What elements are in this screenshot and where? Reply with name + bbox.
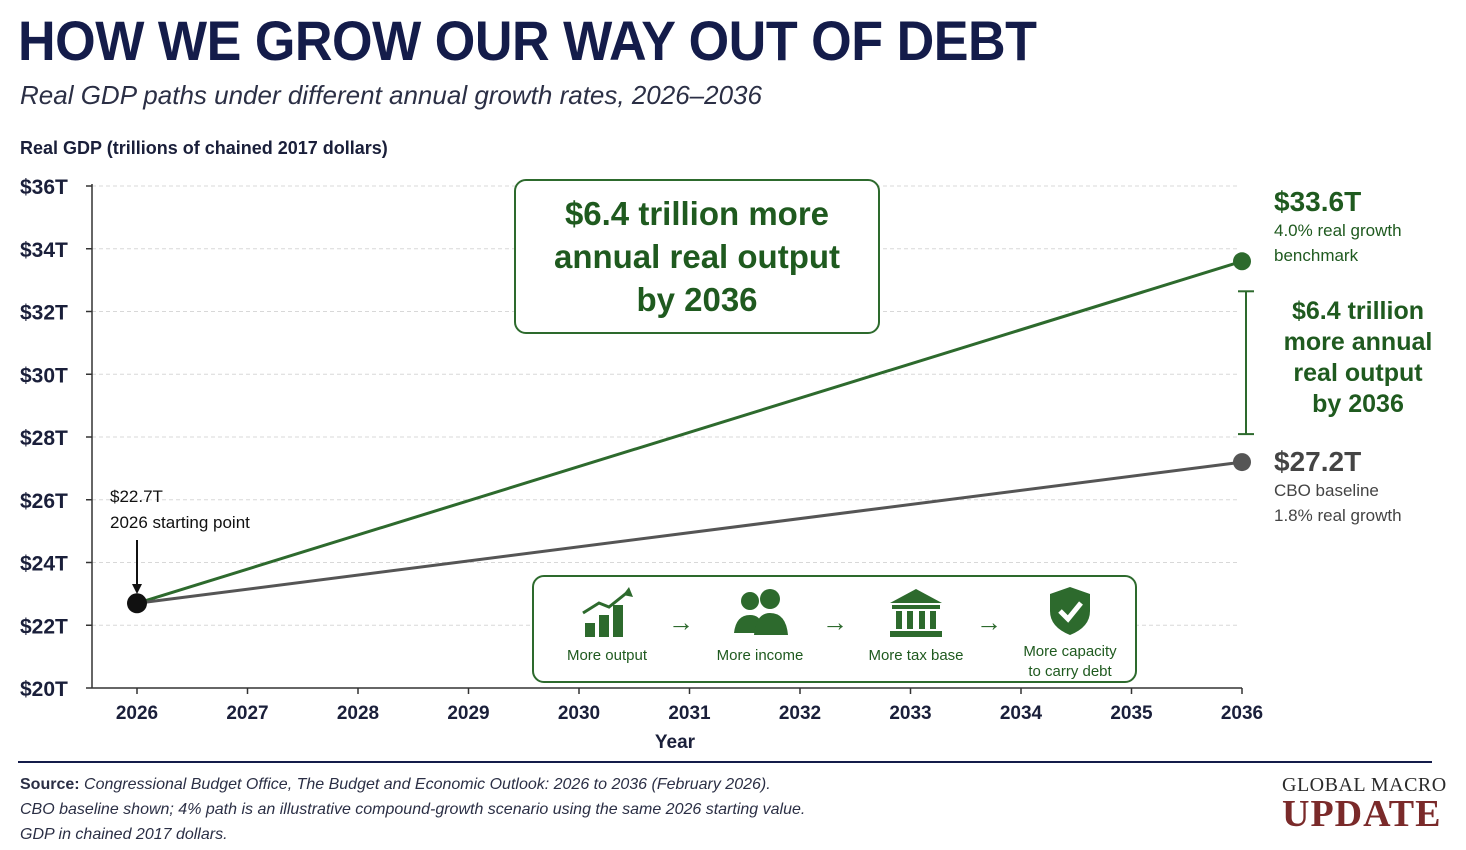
callout-box: $6.4 trillion more annual real output by… xyxy=(514,179,880,334)
flow-arrow-1: → xyxy=(668,607,694,637)
green-end-label: $33.6T 4.0% real growth benchmark xyxy=(1274,186,1402,268)
source-note: Source: Congressional Budget Office, The… xyxy=(20,772,805,847)
flow-step-tax: More tax base xyxy=(856,585,976,666)
flow-label-1: More output xyxy=(566,647,648,664)
y-tick-label: $28T xyxy=(20,427,68,450)
green-end-text-1: 4.0% real growth xyxy=(1274,221,1402,240)
callout-line-2: annual real output xyxy=(553,238,840,275)
end-point-baseline xyxy=(1233,453,1251,472)
brand-line-2: UPDATE xyxy=(1282,793,1442,835)
start-text: 2026 starting point xyxy=(110,513,250,532)
flow-step-output: More output xyxy=(547,585,667,666)
x-tick-label: 2032 xyxy=(779,703,821,724)
gray-end-value: $27.2T xyxy=(1274,446,1362,477)
start-point xyxy=(127,593,147,614)
gray-end-text-1: CBO baseline xyxy=(1274,481,1379,500)
flow-step-income: More income xyxy=(700,585,820,666)
shield-check-icon xyxy=(1050,587,1090,635)
line-chart: $20T $22T $24T $26T $28T $30T $32T $34T $36T 202… xyxy=(20,176,1263,753)
start-arrow-head xyxy=(132,584,142,594)
bar-chart-up-icon xyxy=(582,587,633,637)
flow-label-2: More income xyxy=(716,647,804,664)
x-tick-label: 2030 xyxy=(558,703,600,724)
x-tick-label: 2031 xyxy=(668,703,711,724)
x-axis-label: Year xyxy=(655,732,696,753)
flow-step-capacity: More capacity to carry debt xyxy=(1010,585,1130,682)
x-tick-label: 2036 xyxy=(1221,703,1263,724)
y-tick-label: $34T xyxy=(20,239,68,262)
x-tick-label: 2033 xyxy=(889,703,931,724)
gap-line-1: $6.4 trillion xyxy=(1292,297,1424,325)
source-label: Source: xyxy=(20,776,80,793)
source-note-2: GDP in chained 2017 dollars. xyxy=(20,826,228,843)
y-tick-label: $20T xyxy=(20,678,68,701)
y-tick-labels: $20T $22T $24T $26T $28T $30T $32T $34T $36T xyxy=(20,176,68,701)
y-tick-label: $26T xyxy=(20,490,68,513)
start-annotation: $22.7T 2026 starting point xyxy=(110,484,250,536)
y-tick-label: $36T xyxy=(20,176,68,199)
gap-line-2: more annual xyxy=(1283,328,1433,356)
source-note-1: CBO baseline shown; 4% path is an illust… xyxy=(20,801,806,818)
chart-subtitle: Real GDP paths under different annual gr… xyxy=(20,80,762,110)
source-text: Congressional Budget Office, The Budget … xyxy=(84,776,771,793)
x-tick-label: 2029 xyxy=(447,703,489,724)
green-end-text-2: benchmark xyxy=(1274,246,1359,265)
end-point-4pct xyxy=(1233,252,1251,271)
y-tick-label: $32T xyxy=(20,302,68,325)
bank-icon xyxy=(890,589,942,637)
series-line-baseline xyxy=(136,460,1243,605)
annotation-marks xyxy=(132,290,1254,594)
x-tick-label: 2027 xyxy=(226,703,268,724)
y-tick-label: $24T xyxy=(20,553,68,576)
green-end-value: $33.6T xyxy=(1274,186,1362,217)
gap-label: $6.4 trillion more annual real output by… xyxy=(1280,296,1436,420)
flow-label-4a: More capacity xyxy=(1023,643,1117,660)
series-markers xyxy=(127,252,1251,614)
flow-arrow-2: → xyxy=(822,607,848,637)
start-value: $22.7T xyxy=(110,487,163,506)
x-tick-label: 2028 xyxy=(337,703,379,724)
series-line-4pct xyxy=(136,259,1243,605)
people-icon xyxy=(734,589,788,635)
y-tick-label: $30T xyxy=(20,364,68,387)
axes xyxy=(86,184,1243,694)
gap-line-3: real output xyxy=(1293,359,1423,387)
brand-line-1: GLOBAL MACRO xyxy=(1282,774,1447,796)
chart-title: HOW WE GROW OUR WAY OUT OF DEBT xyxy=(18,9,1037,72)
footer-divider xyxy=(18,761,1432,763)
flow-arrow-3: → xyxy=(976,607,1002,637)
gap-line-4: by 2036 xyxy=(1312,390,1404,418)
callout-line-3: by 2036 xyxy=(636,281,758,318)
series-lines xyxy=(136,259,1243,605)
y-axis-label: Real GDP (trillions of chained 2017 doll… xyxy=(20,138,388,158)
x-tick-label: 2034 xyxy=(1000,703,1043,724)
gray-end-label: $27.2T CBO baseline 1.8% real growth xyxy=(1274,446,1402,528)
x-tick-label: 2026 xyxy=(116,703,158,724)
x-tick-label: 2035 xyxy=(1110,703,1153,724)
gray-end-text-2: 1.8% real growth xyxy=(1274,506,1402,525)
callout-line-1: $6.4 trillion more xyxy=(564,195,830,232)
flow-label-3: More tax base xyxy=(868,647,964,664)
x-tick-labels: 2026 2027 2028 2029 2030 2031 2032 2033 2034 2035… xyxy=(116,703,1263,724)
flow-box: More output → More income → More tax bas… xyxy=(532,575,1137,683)
y-tick-label: $22T xyxy=(20,615,68,638)
flow-label-4b: to carry debt xyxy=(1028,663,1112,680)
